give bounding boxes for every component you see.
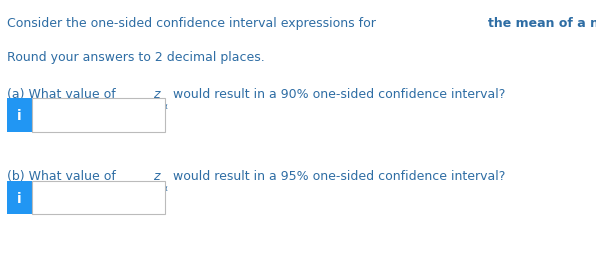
FancyBboxPatch shape <box>7 182 32 215</box>
FancyBboxPatch shape <box>32 182 165 215</box>
Text: (a) What value of: (a) What value of <box>7 88 120 101</box>
Text: i: i <box>17 191 22 205</box>
Text: Consider the one-sided confidence interval expressions for: Consider the one-sided confidence interv… <box>7 17 380 29</box>
Text: Round your answers to 2 decimal places.: Round your answers to 2 decimal places. <box>7 51 265 64</box>
Text: z: z <box>153 169 159 182</box>
Text: would result in a 95% one-sided confidence interval?: would result in a 95% one-sided confiden… <box>169 169 505 182</box>
Text: would result in a 90% one-sided confidence interval?: would result in a 90% one-sided confiden… <box>169 88 505 101</box>
Text: the mean of a normal population.: the mean of a normal population. <box>488 17 596 29</box>
Text: α: α <box>161 183 167 192</box>
Text: would result in a 99% one-sided confidence interval?: would result in a 99% one-sided confiden… <box>168 253 504 254</box>
Text: i: i <box>17 109 22 122</box>
Text: z: z <box>153 88 159 101</box>
Text: α: α <box>161 102 167 110</box>
Text: z: z <box>151 253 158 254</box>
Text: (b) What value of: (b) What value of <box>7 169 120 182</box>
FancyBboxPatch shape <box>32 99 165 132</box>
FancyBboxPatch shape <box>7 99 32 132</box>
Text: (c) What value of: (c) What value of <box>7 253 119 254</box>
